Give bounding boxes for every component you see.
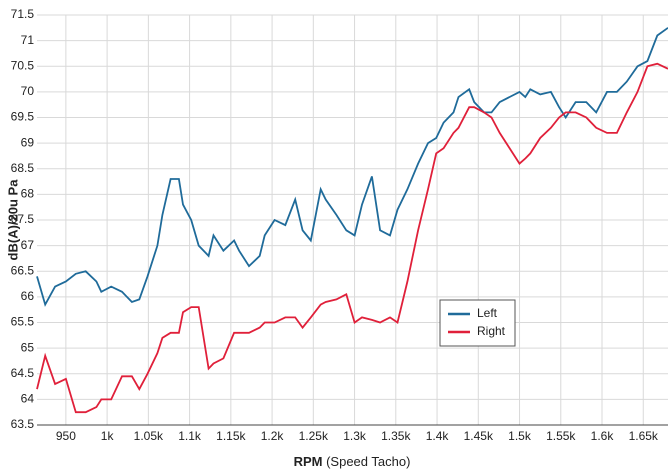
y-tick-label: 66 bbox=[21, 289, 35, 303]
x-tick-label: 1.45k bbox=[464, 429, 494, 443]
y-tick-label: 64 bbox=[21, 392, 35, 406]
series-line bbox=[36, 27, 668, 307]
x-tick-label: 1k bbox=[101, 429, 115, 443]
x-tick-label: 1.4k bbox=[426, 429, 450, 443]
legend: Left Right bbox=[439, 299, 516, 347]
x-tick-label: 1.25k bbox=[299, 429, 329, 443]
y-tick-label: 65.5 bbox=[11, 315, 35, 329]
y-tick-label: 69 bbox=[21, 135, 35, 149]
y-tick-label: 65 bbox=[21, 340, 35, 354]
x-tick-label: 1.2k bbox=[261, 429, 285, 443]
series-line bbox=[36, 62, 668, 414]
x-tick-label: 1.55k bbox=[546, 429, 576, 443]
legend-label: Right bbox=[477, 324, 506, 338]
y-tick-label: 70 bbox=[21, 84, 35, 98]
y-tick-label: 68 bbox=[21, 187, 35, 201]
x-tick-label: 1.35k bbox=[381, 429, 411, 443]
x-tick-label: 1.05k bbox=[134, 429, 164, 443]
y-tick-label: 63.5 bbox=[11, 417, 35, 431]
y-axis-label: dB(A)/20u Pa bbox=[5, 179, 20, 261]
x-axis-label-bold: RPM bbox=[294, 454, 323, 469]
x-axis-label-text: (Speed Tacho) bbox=[326, 454, 410, 469]
y-tick-label: 66.5 bbox=[11, 263, 35, 277]
y-tick-label: 67 bbox=[21, 238, 35, 252]
x-tick-label: 950 bbox=[56, 429, 76, 443]
y-tick-label: 71 bbox=[21, 33, 35, 47]
y-tick-label: 64.5 bbox=[11, 366, 35, 380]
legend-label: Left bbox=[477, 306, 498, 320]
y-tick-label: 69.5 bbox=[11, 110, 35, 124]
x-tick-label: 1.3k bbox=[343, 429, 367, 443]
x-tick-label: 1.15k bbox=[216, 429, 246, 443]
legend-box bbox=[439, 299, 516, 347]
y-tick-label: 70.5 bbox=[11, 58, 35, 72]
x-tick-label: 1.6k bbox=[591, 429, 615, 443]
x-axis-label: RPM (Speed Tacho) bbox=[294, 454, 411, 469]
y-tick-label: 71.5 bbox=[11, 7, 35, 21]
x-tick-label: 1.1k bbox=[178, 429, 202, 443]
x-tick-label: 1.65k bbox=[629, 429, 659, 443]
y-tick-label: 67.5 bbox=[11, 212, 35, 226]
x-tick-label: 1.5k bbox=[508, 429, 532, 443]
y-tick-label: 68.5 bbox=[11, 161, 35, 175]
